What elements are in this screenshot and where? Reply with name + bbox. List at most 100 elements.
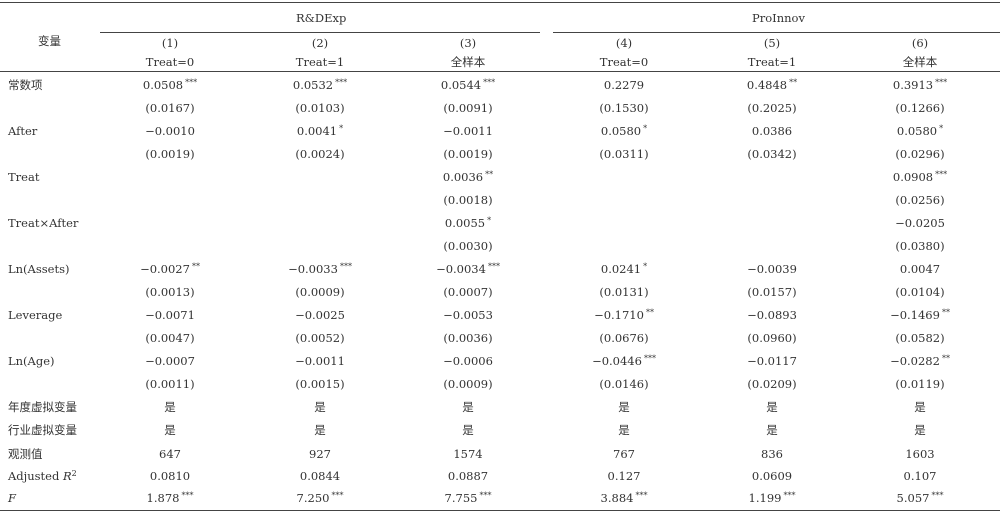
column-number: (3) [459, 36, 477, 50]
group-header-proinnov: ProInnov [752, 11, 805, 25]
std-error-cell: (0.0582) [895, 331, 945, 345]
std-error-cell: (0.0018) [443, 193, 493, 207]
significance-stars: * [487, 216, 492, 225]
coefficient-cell: 0.0041 * [296, 124, 344, 138]
std-error-cell: (0.0030) [443, 239, 493, 253]
group2-underline [553, 32, 1000, 33]
coefficient-cell: −0.0034 *** [436, 262, 500, 276]
std-error-cell: (0.0960) [747, 331, 797, 345]
coefficient-cell: 0.0036 ** [442, 170, 494, 184]
coefficient-cell: 0.3913 *** [892, 78, 948, 92]
std-error-cell: (0.0256) [895, 193, 945, 207]
coefficient-cell: 是 [462, 423, 474, 437]
std-error-cell: (0.0119) [895, 377, 945, 391]
column-number: (5) [763, 36, 781, 50]
std-error-cell: (0.0011) [145, 377, 195, 391]
significance-stars: *** [185, 78, 198, 87]
row-label: 年度虚拟变量 [8, 400, 77, 414]
coefficient-cell: 是 [766, 400, 778, 414]
coefficient-cell: 0.107 [903, 469, 937, 483]
std-error-cell: (0.0131) [599, 285, 649, 299]
std-error-cell: (0.0167) [145, 101, 195, 115]
std-error-cell: (0.2025) [747, 101, 797, 115]
significance-stars: *** [339, 262, 352, 271]
coefficient-cell: 0.0887 [447, 469, 489, 483]
coefficient-cell: 5.057 *** [896, 491, 944, 505]
std-error-cell: (0.0013) [145, 285, 195, 299]
coefficient-cell: −0.1710 ** [594, 308, 654, 322]
significance-stars: *** [335, 78, 348, 87]
column-sample: 全样本 [450, 55, 486, 69]
std-error-cell: (0.0052) [295, 331, 345, 345]
group1-underline [100, 32, 540, 33]
significance-stars: *** [479, 491, 492, 500]
coefficient-cell: −0.0053 [443, 308, 493, 322]
column-sample: Treat=0 [599, 55, 649, 69]
coefficient-cell: 0.4848 ** [746, 78, 798, 92]
significance-stars: * [643, 262, 648, 271]
std-error-cell: (0.0009) [295, 285, 345, 299]
coefficient-cell: 836 [761, 447, 783, 461]
coefficient-cell: 是 [314, 423, 326, 437]
significance-stars: *** [181, 491, 194, 500]
bottom-rule [0, 510, 1000, 511]
significance-stars: *** [935, 170, 948, 179]
coefficient-cell: −0.0117 [747, 354, 797, 368]
significance-stars: ** [191, 262, 200, 271]
coefficient-cell: −0.0027 ** [140, 262, 200, 276]
header-bottom-rule [0, 71, 1000, 72]
significance-stars: *** [643, 354, 656, 363]
column-sample: Treat=0 [145, 55, 195, 69]
coefficient-cell: 0.0908 *** [892, 170, 948, 184]
std-error-cell: (0.0019) [145, 147, 195, 161]
coefficient-cell: 0.2279 [603, 78, 645, 92]
std-error-cell: (0.1266) [895, 101, 945, 115]
coefficient-cell: 0.0580 * [600, 124, 648, 138]
coefficient-cell: −0.0033 *** [288, 262, 352, 276]
coefficient-cell: −0.0446 *** [592, 354, 656, 368]
row-label: Adjusted R2 [8, 469, 77, 483]
coefficient-cell: 0.0508 *** [142, 78, 198, 92]
coefficient-cell: 0.127 [607, 469, 641, 483]
coefficient-cell: 1603 [905, 447, 935, 461]
significance-stars: *** [331, 491, 344, 500]
coefficient-cell: 0.0580 * [896, 124, 944, 138]
std-error-cell: (0.0676) [599, 331, 649, 345]
coefficient-cell: 7.250 *** [296, 491, 344, 505]
significance-stars: *** [635, 491, 648, 500]
coefficient-cell: 0.0241 * [600, 262, 648, 276]
std-error-cell: (0.1530) [599, 101, 649, 115]
coefficient-cell: −0.0039 [747, 262, 797, 276]
coefficient-cell: −0.0025 [295, 308, 345, 322]
std-error-cell: (0.0036) [443, 331, 493, 345]
std-error-cell: (0.0296) [895, 147, 945, 161]
coefficient-cell: 0.0844 [299, 469, 341, 483]
column-number: (6) [911, 36, 929, 50]
coefficient-cell: 767 [613, 447, 635, 461]
row-label: Treat×After [8, 216, 79, 230]
coefficient-cell: 1.199 *** [748, 491, 796, 505]
top-rule [0, 2, 1000, 3]
significance-stars: *** [931, 491, 944, 500]
significance-stars: ** [941, 308, 950, 317]
significance-stars: * [339, 124, 344, 133]
row-label: 观测值 [8, 447, 43, 461]
std-error-cell: (0.0015) [295, 377, 345, 391]
coefficient-cell: −0.0010 [145, 124, 195, 138]
coefficient-cell: 0.0055 * [444, 216, 492, 230]
row-label: F [8, 491, 16, 505]
std-error-cell: (0.0209) [747, 377, 797, 391]
coefficient-cell: −0.0007 [145, 354, 195, 368]
coefficient-cell: 是 [314, 400, 326, 414]
coefficient-cell: −0.0071 [145, 308, 195, 322]
coefficient-cell: −0.0011 [443, 124, 493, 138]
significance-stars: ** [485, 170, 494, 179]
significance-stars: ** [941, 354, 950, 363]
coefficient-cell: 0.0386 [751, 124, 793, 138]
column-sample: Treat=1 [747, 55, 797, 69]
row-label: 行业虚拟变量 [8, 423, 77, 437]
significance-stars: *** [483, 78, 496, 87]
std-error-cell: (0.0047) [145, 331, 195, 345]
coefficient-cell: 927 [309, 447, 331, 461]
coefficient-cell: −0.0006 [443, 354, 493, 368]
